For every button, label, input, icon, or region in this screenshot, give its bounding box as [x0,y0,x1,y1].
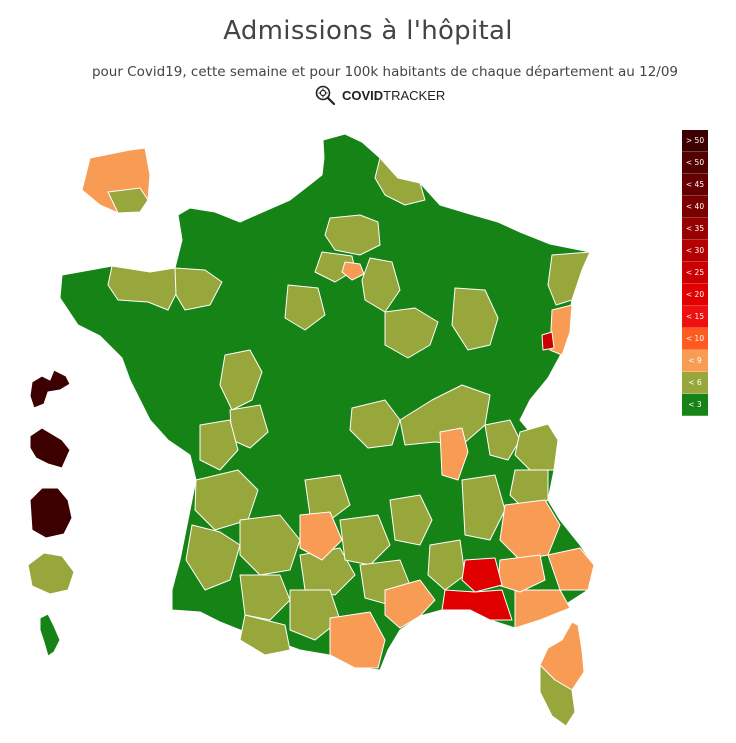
color-legend: > 50 < 50 < 45 < 40 < 35 < 30 < 25 < 20 < 15 < 10… [682,130,708,416]
dept-val-de-marne[interactable] [341,261,365,281]
legend-item: < 9 [682,350,708,372]
dept-saint-pierre-south[interactable] [107,187,149,214]
dept-guyane[interactable] [29,487,73,539]
dept-ain[interactable] [484,419,521,461]
dept-tarn-garonne[interactable] [289,589,341,641]
brand-bold-text: COVID [342,87,384,103]
dept-lot-garonne[interactable] [239,574,291,621]
dept-aisne[interactable] [374,157,426,206]
dept-bas-rhin[interactable] [547,251,591,306]
dept-deux-sevres[interactable] [199,419,239,471]
dept-orne[interactable] [174,267,223,311]
dept-guadeloupe[interactable] [29,369,71,409]
legend-item: < 20 [682,284,708,306]
dept-territoire-belfort[interactable] [541,331,555,351]
dept-dordogne[interactable] [239,514,301,576]
dept-vaucluse[interactable] [461,557,503,593]
dept-rhone[interactable] [439,427,469,481]
dept-indre[interactable] [219,349,263,411]
dept-reunion[interactable] [27,552,75,595]
dept-martinique[interactable] [29,427,71,469]
covidtracker-logo[interactable]: COVIDTRACKER [314,84,445,106]
page-title: Admissions à l'hôpital [223,16,513,46]
legend-item: < 35 [682,218,708,240]
dept-hautes-alpes[interactable] [547,547,595,591]
dept-haute-loire[interactable] [389,494,433,546]
dept-cantal[interactable] [339,514,391,566]
dept-haute-savoie[interactable] [514,423,559,471]
legend-item: < 10 [682,328,708,350]
dept-nievre[interactable] [349,399,401,449]
legend-item: < 15 [682,306,708,328]
legend-item: > 50 [682,130,708,152]
legend-item: < 30 [682,240,708,262]
page-subtitle: pour Covid19, cette semaine et pour 100k… [91,64,679,80]
dept-haute-vienne[interactable] [299,511,343,561]
dept-corse-du-sud[interactable] [539,664,576,727]
dept-haute-garonne[interactable] [329,611,386,669]
dept-oise[interactable] [324,214,381,256]
legend-item: < 40 [682,196,708,218]
dept-gironde[interactable] [185,524,241,591]
legend-item: < 3 [682,394,708,416]
legend-item: < 50 [682,152,708,174]
dept-var[interactable] [514,589,571,629]
dept-correze[interactable] [304,474,351,521]
legend-item: < 6 [682,372,708,394]
dept-herault[interactable] [384,579,436,629]
dept-haute-marne[interactable] [451,287,499,351]
dept-mayotte[interactable] [39,613,61,657]
dept-manche[interactable] [107,265,179,311]
dept-aube[interactable] [384,307,439,359]
dept-ardeche[interactable] [427,539,466,591]
legend-item: < 45 [682,174,708,196]
dept-drome[interactable] [461,474,506,541]
virus-magnifier-icon [315,85,336,106]
legend-item: < 25 [682,262,708,284]
dept-bouches-rhone[interactable] [441,589,513,621]
dept-gers[interactable] [239,614,291,656]
france-choropleth-map [27,133,595,727]
dept-loir[interactable] [284,284,326,331]
brand-light-text: TRACKER [383,87,446,103]
